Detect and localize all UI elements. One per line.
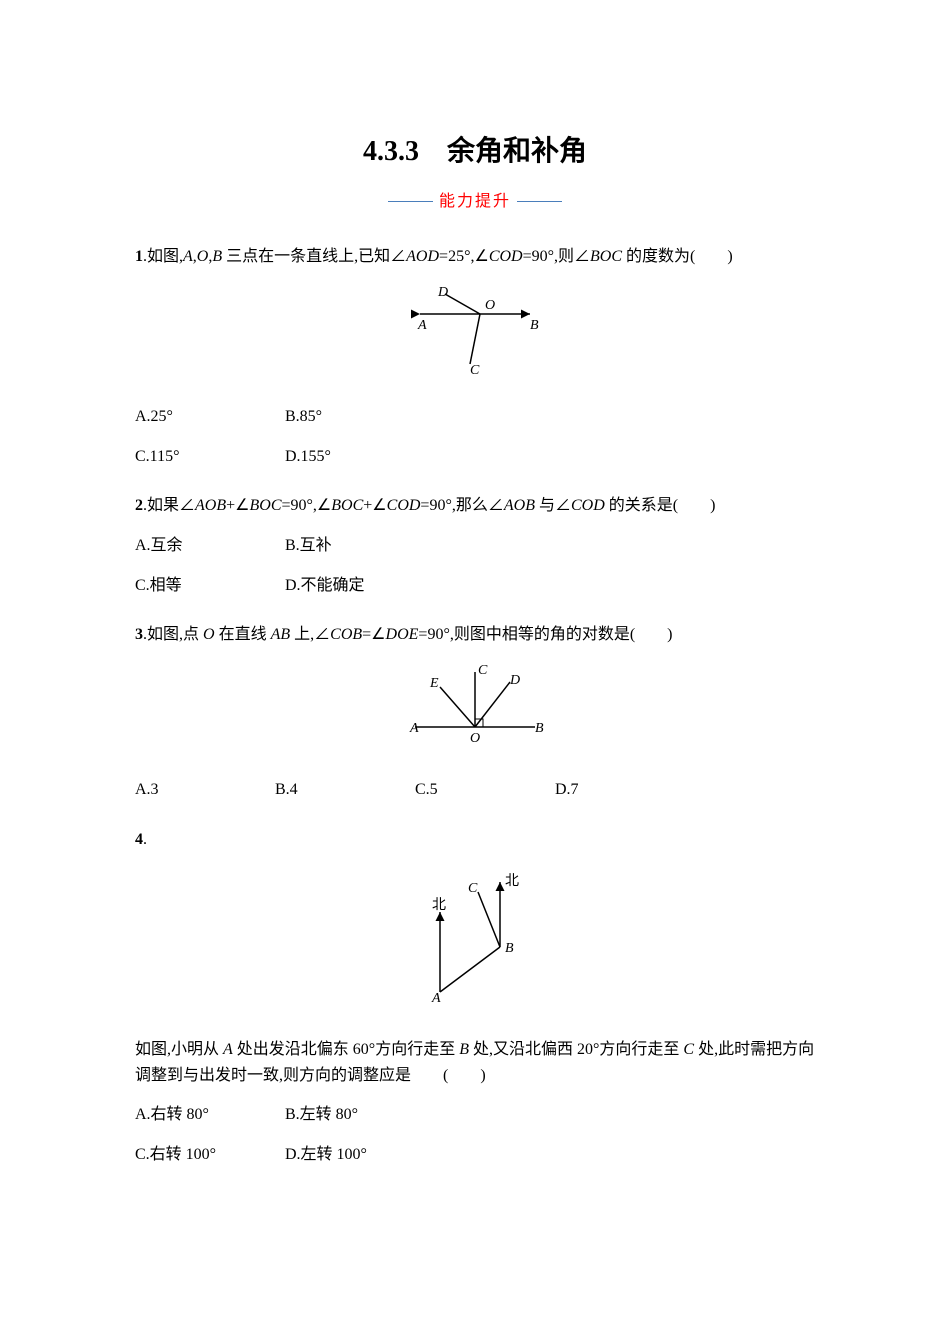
page-title: 4.3.3 余角和补角 — [135, 130, 815, 175]
question-3-text: 3.如图,点 O 在直线 AB 上,∠COB=∠DOE=90°,则图中相等的角的… — [135, 622, 815, 648]
q4-diagram-svg: A B C 北 北 — [410, 867, 540, 1007]
q2-options-row1: A.互余 B.互补 — [135, 533, 815, 559]
question-1-body-a: .如图, — [143, 248, 183, 265]
svg-text:C: C — [470, 363, 480, 374]
q2-opt-b: B.互补 — [285, 533, 435, 559]
svg-text:D: D — [437, 285, 448, 300]
svg-text:O: O — [485, 298, 495, 313]
question-3: 3.如图,点 O 在直线 AB 上,∠COB=∠DOE=90°,则图中相等的角的… — [135, 622, 815, 803]
svg-text:B: B — [505, 941, 514, 956]
question-1-text: 1.如图,A,O,B 三点在一条直线上,已知∠AOD=25°,∠COD=90°,… — [135, 244, 815, 270]
q3-opt-d: D.7 — [555, 777, 695, 803]
q4-opt-a: A.右转 80° — [135, 1102, 285, 1128]
question-1: 1.如图,A,O,B 三点在一条直线上,已知∠AOD=25°,∠COD=90°,… — [135, 244, 815, 469]
question-4-body: 如图,小明从 A 处出发沿北偏东 60°方向行走至 B 处,又沿北偏西 20°方… — [135, 1037, 815, 1088]
q1-options-row2: C.115° D.155° — [135, 444, 815, 470]
q3-opt-a: A.3 — [135, 777, 275, 803]
svg-text:A: A — [417, 318, 427, 333]
q1-opt-a: A.25° — [135, 404, 285, 430]
question-4-dot: . — [143, 831, 147, 848]
q2-options-row2: C.相等 D.不能确定 — [135, 573, 815, 599]
svg-text:C: C — [478, 663, 488, 678]
question-2-body-a: .如果∠ — [143, 497, 195, 514]
q2-opt-a: A.互余 — [135, 533, 285, 559]
svg-text:北: 北 — [505, 873, 519, 889]
question-4: 4. A B C 北 北 如图,小明从 A 处出发沿北偏东 60°方向行走至 B… — [135, 827, 815, 1168]
q4-options-row2: C.右转 100° D.左转 100° — [135, 1142, 815, 1168]
q3-options-row: A.3 B.4 C.5 D.7 — [135, 777, 815, 803]
q3-opt-b: B.4 — [275, 777, 415, 803]
question-2-text: 2.如果∠AOB+∠BOC=90°,∠BOC+∠COD=90°,那么∠AOB 与… — [135, 493, 815, 519]
subtitle: 能力提升 — [388, 189, 562, 215]
svg-text:D: D — [509, 673, 520, 688]
q1-opt-d: D.155° — [285, 444, 435, 470]
svg-text:A: A — [431, 991, 441, 1006]
q4-opt-b: B.左转 80° — [285, 1102, 435, 1128]
subtitle-text: 能力提升 — [439, 189, 511, 215]
question-3-body-a: .如图,点 — [143, 626, 203, 643]
q2-opt-c: C.相等 — [135, 573, 285, 599]
q4-options-row1: A.右转 80° B.左转 80° — [135, 1102, 815, 1128]
question-2-num: 2 — [135, 497, 143, 514]
question-1-num: 1 — [135, 248, 143, 265]
q3-opt-c: C.5 — [415, 777, 555, 803]
q4-opt-d: D.左转 100° — [285, 1142, 435, 1168]
question-1-figure: A B O D C — [135, 284, 815, 383]
question-4-num-line: 4. — [135, 827, 815, 853]
svg-text:B: B — [530, 318, 539, 333]
subtitle-wrap: 能力提升 — [135, 185, 815, 214]
subtitle-line-left — [388, 201, 433, 202]
svg-text:E: E — [429, 676, 439, 691]
q1-diagram-svg: A B O D C — [400, 284, 550, 374]
subtitle-line-right — [517, 201, 562, 202]
question-1-body-b: A — [183, 248, 193, 265]
q2-opt-d: D.不能确定 — [285, 573, 435, 599]
q1-opt-c: C.115° — [135, 444, 285, 470]
question-3-num: 3 — [135, 626, 143, 643]
svg-text:B: B — [535, 721, 544, 736]
q4-opt-c: C.右转 100° — [135, 1142, 285, 1168]
svg-text:C: C — [468, 881, 478, 896]
question-2: 2.如果∠AOB+∠BOC=90°,∠BOC+∠COD=90°,那么∠AOB 与… — [135, 493, 815, 598]
q1-opt-b: B.85° — [285, 404, 435, 430]
question-3-figure: A B O C D E — [135, 662, 815, 756]
q1-options-row1: A.25° B.85° — [135, 404, 815, 430]
question-4-figure: A B C 北 北 — [135, 867, 815, 1016]
svg-text:A: A — [409, 721, 419, 736]
q3-diagram-svg: A B O C D E — [400, 662, 550, 747]
svg-text:北: 北 — [432, 897, 446, 913]
title-text: 4.3.3 余角和补角 — [363, 136, 587, 167]
svg-text:O: O — [470, 731, 480, 746]
question-4-num: 4 — [135, 831, 143, 848]
